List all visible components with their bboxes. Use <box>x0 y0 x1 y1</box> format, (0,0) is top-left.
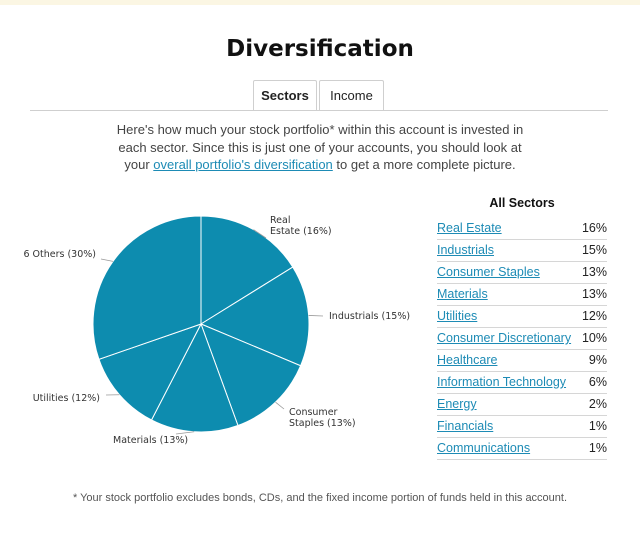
page-title: Diversification <box>226 36 414 62</box>
tab-sectors[interactable]: Sectors <box>253 80 317 111</box>
sector-link-information-technology[interactable]: Information Technology <box>437 375 567 389</box>
sector-row-materials: Materials 13% <box>437 284 607 306</box>
sector-pct-real-estate: 16% <box>581 221 607 235</box>
sector-link-utilities[interactable]: Utilities <box>437 309 478 323</box>
sector-row-information-technology: Information Technology 6% <box>437 372 607 394</box>
sector-pct-industrials: 15% <box>581 243 607 257</box>
tab-divider <box>30 110 608 111</box>
sector-link-materials[interactable]: Materials <box>437 287 488 301</box>
sector-row-healthcare: Healthcare 9% <box>437 350 607 372</box>
intro-text: Here's how much your stock portfolio* wi… <box>110 121 530 174</box>
sector-link-consumer-staples[interactable]: Consumer Staples <box>437 265 540 279</box>
sector-link-energy[interactable]: Energy <box>437 397 477 411</box>
sector-pct-energy: 2% <box>588 397 607 411</box>
sector-row-real-estate: Real Estate 16% <box>437 218 607 240</box>
pie-leader-5 <box>100 258 114 262</box>
pie-slice-3[interactable] <box>150 322 239 433</box>
intro-text-end: to get a more complete picture. <box>332 157 516 172</box>
sector-pct-consumer-staples: 13% <box>581 265 607 279</box>
sector-row-financials: Financials 1% <box>437 416 607 438</box>
sector-link-industrials[interactable]: Industrials <box>437 243 494 257</box>
sector-pie-chart: Real Estate (16%) Industrials (15%) Consume… <box>0 180 420 480</box>
sector-pct-information-technology: 6% <box>588 375 607 389</box>
sector-row-utilities: Utilities 12% <box>437 306 607 328</box>
sector-pct-healthcare: 9% <box>588 353 607 367</box>
top-strip <box>0 0 640 5</box>
sector-link-communications[interactable]: Communications <box>437 441 531 455</box>
pie-label-4: Utilities (12%) <box>33 393 100 404</box>
pie-svg: Real Estate (16%) Industrials (15%) Consume… <box>23 215 410 446</box>
sector-row-consumer-staples: Consumer Staples 13% <box>437 262 607 284</box>
sector-row-energy: Energy 2% <box>437 394 607 416</box>
footnote: * Your stock portfolio excludes bonds, C… <box>72 492 568 504</box>
pie-label-5: 6 Others (30%) <box>23 249 96 260</box>
sector-link-real-estate[interactable]: Real Estate <box>437 221 502 235</box>
pie-slice-2[interactable] <box>200 323 302 427</box>
sector-pct-communications: 1% <box>588 441 607 455</box>
pie-leader-0 <box>253 229 267 239</box>
sector-pct-financials: 1% <box>588 419 607 433</box>
pie-label-2: Consumer Staples (13%) <box>289 407 356 429</box>
sector-link-healthcare[interactable]: Healthcare <box>437 353 498 367</box>
pie-leader-2 <box>275 401 285 410</box>
sector-link-consumer-discretionary[interactable]: Consumer Discretionary <box>437 331 572 345</box>
intro-text-start: Here's how much your stock portfolio* wi… <box>116 122 524 172</box>
pie-leader-3 <box>175 431 195 435</box>
sector-link-financials[interactable]: Financials <box>437 419 494 433</box>
pie-slice-1[interactable] <box>199 266 310 367</box>
sector-row-industrials: Industrials 15% <box>437 240 607 262</box>
pie-label-3: Materials (13%) <box>113 435 188 446</box>
all-sectors-title: All Sectors <box>489 196 555 210</box>
overall-portfolio-link[interactable]: overall portfolio's diversification <box>153 157 333 172</box>
pie-leader-1 <box>308 315 324 317</box>
tab-income[interactable]: Income <box>319 80 384 110</box>
sector-list: Real Estate 16% Industrials 15% Consumer… <box>437 218 607 460</box>
sector-pct-materials: 13% <box>581 287 607 301</box>
sector-row-consumer-discretionary: Consumer Discretionary 10% <box>437 328 607 350</box>
pie-label-0: Real Estate (16%) <box>270 215 332 237</box>
pie-label-1: Industrials (15%) <box>329 311 410 322</box>
sector-row-communications: Communications 1% <box>437 438 607 460</box>
sector-pct-utilities: 12% <box>581 309 607 323</box>
sector-pct-consumer-discretionary: 10% <box>581 331 607 345</box>
